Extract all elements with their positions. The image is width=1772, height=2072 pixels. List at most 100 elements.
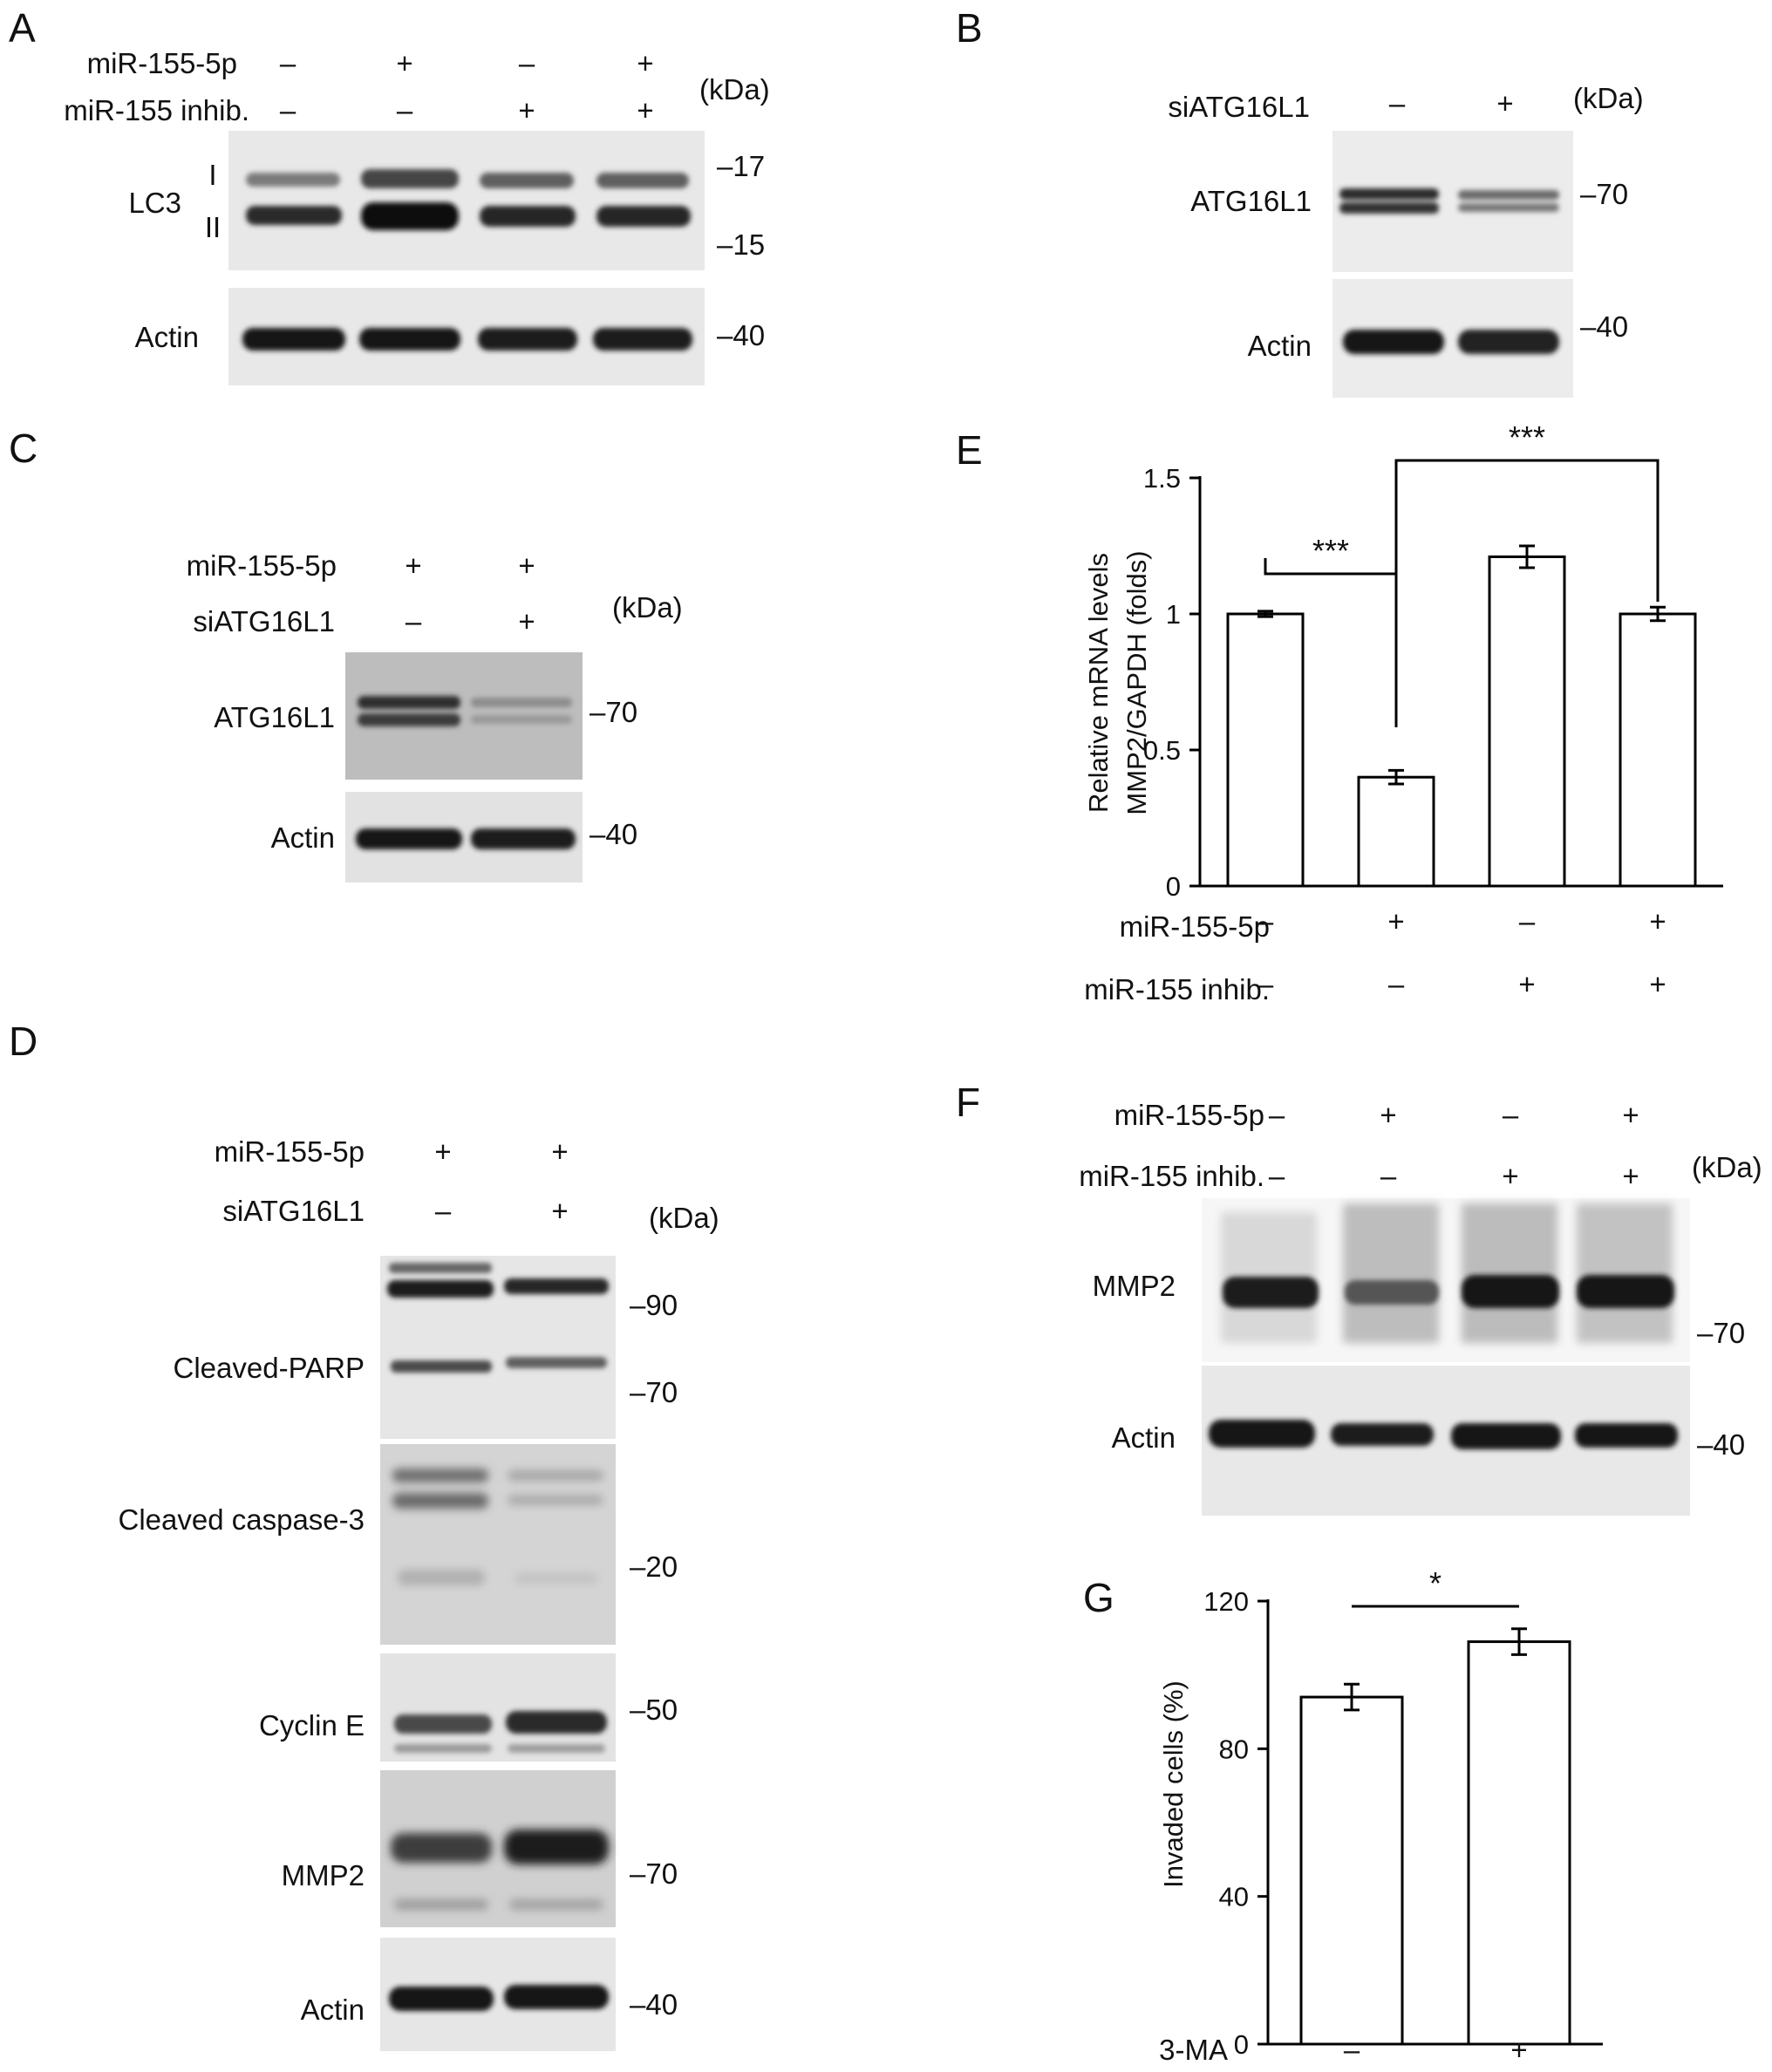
kda-unit-label: (kDa) — [1573, 82, 1644, 114]
y-tick-label: 0 — [1166, 871, 1181, 902]
significance-bracket — [1394, 459, 1660, 727]
mw-marker-value: 70 — [1596, 178, 1628, 210]
condition-sign: – — [1257, 968, 1274, 1000]
mw-marker: –70 — [1697, 1317, 1745, 1349]
band — [361, 202, 459, 230]
condition-sign: + — [637, 94, 653, 126]
significance-label: * — [1429, 1565, 1441, 1601]
protein-label: Actin — [1248, 330, 1312, 362]
kda-unit-label: (kDa) — [699, 73, 770, 106]
panel-label-g: G — [1083, 1575, 1114, 1620]
mw-marker: –70 — [630, 1376, 678, 1408]
mw-marker-value: 70 — [645, 1857, 678, 1890]
y-axis-label-line-1: Relative mRNA levels — [1083, 553, 1114, 813]
condition-label: siATG16L1 — [1168, 91, 1310, 123]
band — [1458, 190, 1559, 200]
mw-marker: –40 — [590, 818, 637, 850]
bar — [1299, 1695, 1404, 2046]
band — [1451, 1423, 1561, 1449]
panel-f: F miR-155-5p – + – + miR-155 inhib. – – … — [956, 1080, 1762, 1516]
blot-lc3 — [228, 131, 705, 270]
cyclin-e-bands — [394, 1711, 607, 1753]
y-tick-label: 120 — [1203, 1586, 1249, 1617]
condition-sign: – — [1519, 905, 1536, 937]
band-label: II — [205, 211, 221, 243]
band — [508, 1470, 603, 1481]
mmp2-smear — [1221, 1203, 1673, 1343]
band — [593, 328, 692, 351]
blot-cyclin-e — [380, 1653, 616, 1762]
protein-label: Actin — [301, 1994, 365, 2026]
mw-marker-value: 40 — [733, 319, 765, 351]
condition-label: siATG16L1 — [193, 605, 335, 637]
band — [359, 328, 460, 351]
band — [1339, 202, 1439, 214]
mw-marker: –40 — [1697, 1428, 1745, 1461]
band — [509, 1899, 603, 1910]
actin-bands — [1209, 1420, 1678, 1449]
y-tick-label: 80 — [1219, 1734, 1249, 1764]
band — [389, 1987, 494, 2011]
kda-unit-label: (kDa) — [649, 1202, 719, 1234]
band — [504, 1985, 609, 2009]
band — [1462, 1275, 1559, 1308]
mw-marker: –17 — [717, 150, 765, 182]
band — [394, 1714, 492, 1734]
condition-sign: – — [397, 94, 413, 126]
band — [504, 1278, 609, 1294]
condition-sign: – — [519, 47, 535, 79]
band — [387, 1280, 494, 1298]
condition-label: miR-155-5p — [187, 549, 337, 582]
band — [1577, 1275, 1674, 1308]
condition-sign: – — [280, 94, 296, 126]
condition-sign: – — [1380, 1160, 1397, 1192]
smear — [1343, 1203, 1439, 1343]
band — [392, 1493, 488, 1509]
band — [1458, 330, 1559, 354]
panel-label-b: B — [956, 5, 983, 51]
mw-marker-value: 40 — [605, 818, 637, 850]
y-tick-label: 0.5 — [1143, 735, 1181, 766]
mw-marker: –40 — [630, 1988, 678, 2021]
band — [471, 715, 572, 724]
actin-bands — [242, 328, 692, 351]
condition-sign: – — [1344, 2034, 1360, 2066]
band — [361, 169, 459, 188]
panel-d: D miR-155-5p + + siATG16L1 – + (kDa) Cle… — [9, 1019, 719, 2051]
band — [596, 173, 689, 188]
condition-sign: – — [280, 47, 296, 79]
actin-bands — [1343, 330, 1559, 354]
cleaved-parp-bands — [387, 1263, 609, 1373]
condition-sign: – — [1389, 87, 1406, 119]
blot-atg16l1 — [1332, 131, 1573, 272]
band — [394, 1744, 492, 1753]
condition-sign: + — [518, 605, 535, 637]
actin-bands — [389, 1985, 609, 2011]
band — [391, 1833, 492, 1863]
band — [506, 1357, 607, 1368]
mw-marker: –70 — [630, 1857, 678, 1890]
condition-sign: + — [518, 94, 535, 126]
band — [1458, 203, 1559, 212]
mw-marker-value: 40 — [645, 1988, 678, 2021]
protein-label: MMP2 — [282, 1859, 365, 1891]
panel-a: A miR-155-5p – + – + miR-155 inhib. – – … — [9, 5, 770, 385]
band — [358, 696, 460, 709]
panel-label-a: A — [9, 5, 36, 51]
y-tick-label: 0 — [1234, 2029, 1249, 2060]
mw-marker: –70 — [1580, 178, 1628, 210]
y-tick-label: 1 — [1166, 599, 1181, 630]
mw-marker-value: 90 — [645, 1289, 678, 1321]
band — [358, 713, 460, 726]
mw-marker-value: 15 — [733, 228, 765, 261]
smear — [1462, 1203, 1557, 1343]
mw-marker: –15 — [717, 228, 765, 261]
condition-sign: – — [406, 605, 422, 637]
bar — [1467, 1640, 1571, 2046]
condition-sign: + — [1649, 905, 1666, 937]
condition-sign: + — [1496, 87, 1513, 119]
condition-sign: + — [1622, 1099, 1639, 1131]
band — [1209, 1420, 1315, 1448]
cleaved-caspase-3-bands — [392, 1469, 603, 1585]
